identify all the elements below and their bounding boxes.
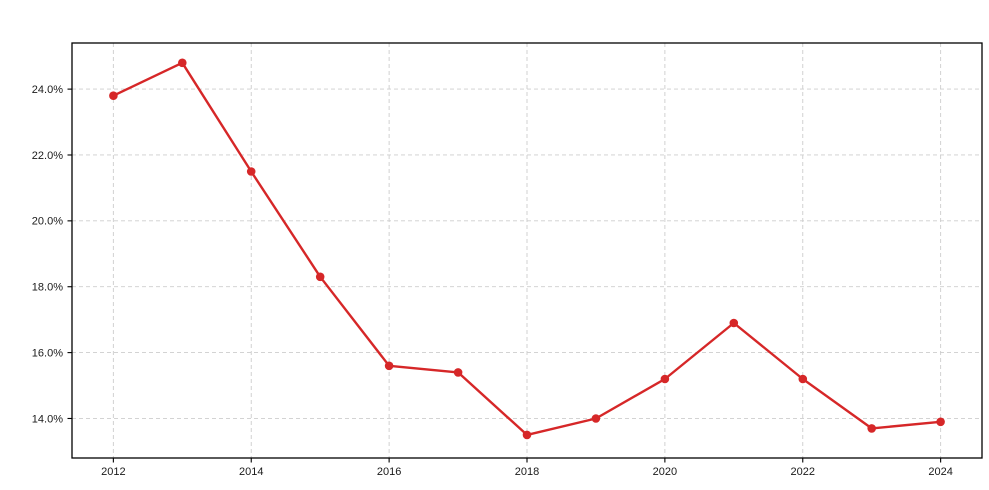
x-tick-label: 2014 bbox=[239, 466, 263, 478]
y-tick-label: 14.0% bbox=[32, 413, 63, 425]
x-tick-label: 2022 bbox=[791, 466, 815, 478]
x-tick-label: 2016 bbox=[377, 466, 401, 478]
y-tick-label: 22.0% bbox=[32, 150, 63, 162]
x-tick-label: 2020 bbox=[653, 466, 677, 478]
data-point-2022 bbox=[798, 374, 808, 384]
data-point-2019 bbox=[591, 414, 601, 423]
data-point-2017 bbox=[453, 368, 463, 377]
data-point-2018 bbox=[522, 430, 532, 440]
data-point-2013 bbox=[178, 58, 187, 68]
y-tick-label: 20.0% bbox=[32, 216, 63, 228]
x-tick-label: 2012 bbox=[101, 466, 125, 478]
data-point-2021 bbox=[729, 318, 739, 328]
data-point-2015 bbox=[315, 272, 325, 282]
x-tick-label: 2018 bbox=[515, 466, 539, 478]
y-tick-label: 24.0% bbox=[32, 84, 63, 96]
plot-border bbox=[71, 42, 983, 459]
data-point-2020 bbox=[660, 374, 670, 384]
data-point-2014 bbox=[246, 167, 256, 176]
x-tick-label: 2024 bbox=[928, 466, 952, 478]
data-point-2023 bbox=[867, 424, 876, 433]
y-tick-label: 16.0% bbox=[32, 347, 63, 359]
data-point-2024 bbox=[936, 417, 945, 427]
y-tick-label: 18.0% bbox=[32, 282, 63, 294]
data-point-2012 bbox=[109, 91, 118, 100]
data-point-2016 bbox=[384, 361, 394, 371]
